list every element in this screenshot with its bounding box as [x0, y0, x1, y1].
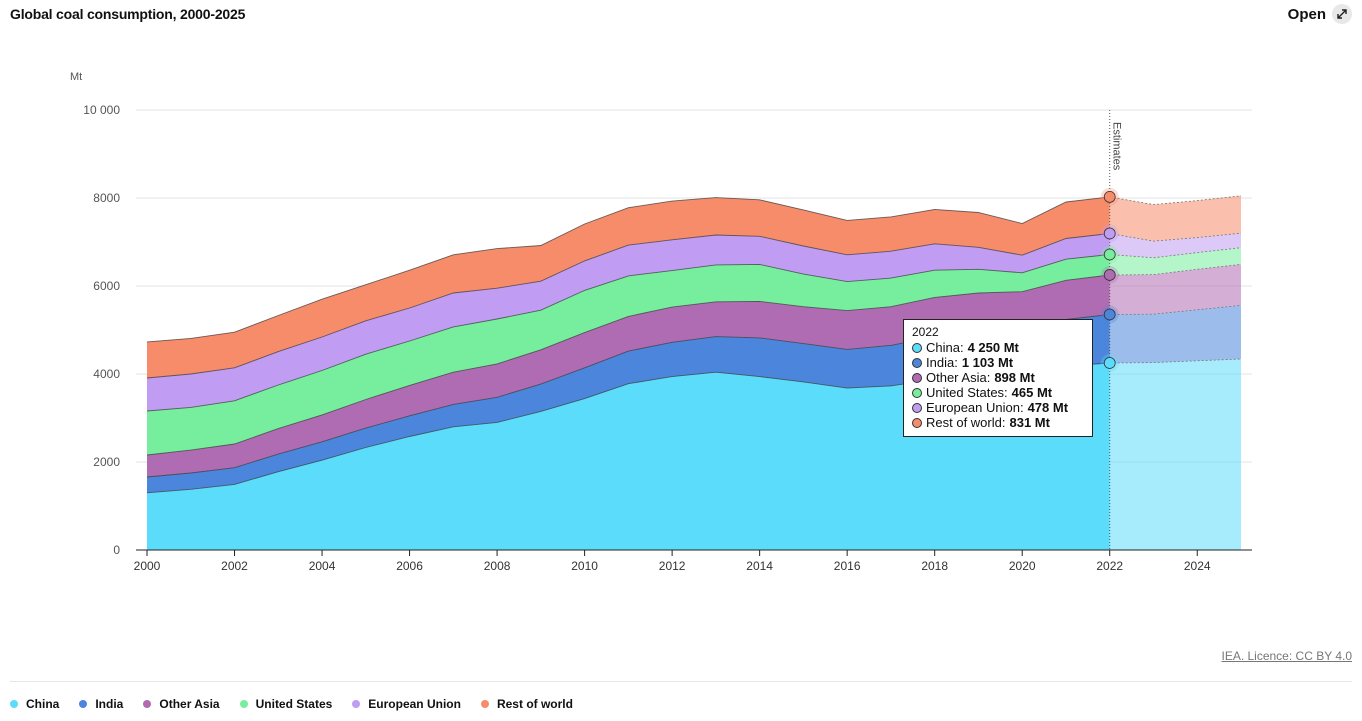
legend-item-other-asia[interactable]: Other Asia [143, 697, 220, 711]
tooltip-series-name: India: [926, 355, 958, 370]
tooltip-swatch-icon [912, 387, 922, 398]
tooltip-swatch-icon [912, 342, 922, 353]
legend-label: European Union [368, 697, 461, 711]
y-axis-label: Mt [70, 71, 82, 83]
line-estimate-other-asia [1109, 264, 1242, 276]
tooltip-series-name: United States: [926, 385, 1008, 400]
area-rest-of-world [147, 196, 1110, 378]
area-china [147, 363, 1110, 550]
area-united-states [147, 254, 1110, 455]
legend-item-india[interactable]: India [79, 697, 123, 711]
legend-item-rest-of-world[interactable]: Rest of world [480, 697, 573, 711]
legend-dot-icon [143, 700, 152, 708]
tooltip-series-name: Rest of world: [926, 415, 1006, 430]
line-estimate-india [1109, 305, 1242, 315]
x-tick-label: 2000 [134, 559, 161, 573]
y-tick-label: 6000 [93, 279, 120, 293]
marker-european-union [1103, 227, 1116, 240]
tooltip-series-value: 478 Mt [1027, 400, 1069, 415]
tooltip-series-value: 1 103 Mt [961, 355, 1014, 370]
legend-item-united-states[interactable]: United States [239, 697, 333, 711]
marker-india [1103, 308, 1116, 321]
x-tick-label: 2006 [396, 559, 423, 573]
legend-dot-icon [10, 700, 18, 708]
area-other-asia [147, 275, 1110, 477]
legend-item-european-union[interactable]: European Union [352, 697, 461, 711]
area-estimate-india [1109, 305, 1241, 363]
x-tick-label: 2010 [571, 559, 598, 573]
tooltip-series-name: Other Asia: [926, 370, 991, 385]
tooltip-series-name: China: [926, 340, 964, 355]
legend-label: United States [255, 697, 333, 711]
tooltip-row: Rest of world: 831 Mt [912, 415, 1084, 430]
tooltip-rows: China: 4 250 Mt India: 1 103 Mt Other Asia: 8… [912, 340, 1084, 430]
line-united-states [146, 254, 1110, 412]
y-tick-label: 4000 [93, 367, 120, 381]
x-tick-label: 2008 [484, 559, 511, 573]
y-tick-label: 8000 [93, 191, 120, 205]
legend-label: Other Asia [159, 697, 220, 711]
tooltip-row: India: 1 103 Mt [912, 355, 1084, 370]
tooltip-swatch-icon [912, 402, 922, 413]
legend-label: Rest of world [496, 697, 573, 711]
legend-dot-icon [79, 700, 88, 708]
tooltip-series-value: 4 250 Mt [967, 340, 1019, 355]
open-label: Open [1287, 5, 1326, 23]
area-estimate-china [1109, 359, 1241, 550]
tooltip-series-value: 898 Mt [994, 370, 1035, 385]
estimates-label: Estimates [1111, 122, 1123, 171]
marker-united-states [1103, 248, 1116, 261]
x-tick-label: 2012 [659, 559, 686, 573]
x-tick-label: 2016 [834, 559, 861, 573]
chart-area: 0 2000 4000 6000 8000 10 000 Mt Estimates 2000 20… [70, 71, 1252, 573]
x-tick-label: 2022 [1096, 559, 1123, 573]
legend-dot-icon [239, 700, 248, 708]
tooltip-swatch-icon [912, 417, 922, 428]
area-estimate-rest-of-world [1109, 195, 1241, 242]
marker-china [1103, 357, 1116, 369]
open-button[interactable]: Open [1288, 4, 1352, 24]
y-tick-label: 10 000 [83, 103, 120, 117]
legend-item-china[interactable]: China [10, 697, 59, 711]
line-european-union [146, 233, 1110, 379]
tooltip-year: 2022 [912, 325, 939, 339]
area-estimate-other-asia [1109, 264, 1241, 315]
x-tick-label: 2014 [746, 559, 773, 573]
tooltip-series-name: European Union: [926, 400, 1024, 415]
tooltip-series-value: 831 Mt [1009, 415, 1050, 430]
legend: China India Other Asia United States Europea… [10, 697, 573, 711]
y-tick-label: 2000 [93, 455, 120, 469]
legend-dot-icon [480, 700, 489, 708]
marker-rest-of-world [1103, 190, 1116, 203]
x-tick-label: 2004 [309, 559, 336, 573]
legend-divider [10, 681, 1352, 682]
tooltip-swatch-icon [912, 372, 922, 383]
line-rest-of-world [146, 196, 1110, 343]
area-estimate-united-states [1109, 247, 1241, 275]
legend-label: India [95, 697, 124, 711]
marker-other-asia [1103, 269, 1116, 281]
tooltip-swatch-icon [912, 357, 922, 368]
x-tick-label: 2024 [1184, 559, 1211, 573]
legend-dot-icon [352, 700, 361, 708]
x-tick-label: 2018 [921, 559, 948, 573]
x-tick-label: 2002 [221, 559, 248, 573]
expand-icon [1332, 4, 1352, 24]
tooltip-row: United States: 465 Mt [912, 385, 1084, 400]
area-european-union [147, 233, 1110, 411]
x-tick-label: 2020 [1009, 559, 1036, 573]
tooltip-series-value: 465 Mt [1011, 385, 1053, 400]
legend-label: China [26, 697, 60, 711]
tooltip-row: China: 4 250 Mt [912, 340, 1084, 355]
tooltip-row: Other Asia: 898 Mt [912, 370, 1084, 385]
y-tick-label: 0 [113, 543, 120, 557]
line-other-asia [146, 274, 1110, 456]
chart-tooltip: 2022 China: 4 250 Mt India: 1 103 Mt Other A… [903, 319, 1093, 437]
license-link[interactable]: IEA. Licence: CC BY 4.0 [1221, 649, 1352, 663]
line-estimate-united-states [1109, 247, 1242, 259]
area-india [147, 314, 1110, 493]
chart-title: Global coal consumption, 2000-2025 [10, 6, 246, 22]
line-estimate-china [1109, 358, 1242, 364]
tooltip-row: European Union: 478 Mt [912, 400, 1084, 415]
